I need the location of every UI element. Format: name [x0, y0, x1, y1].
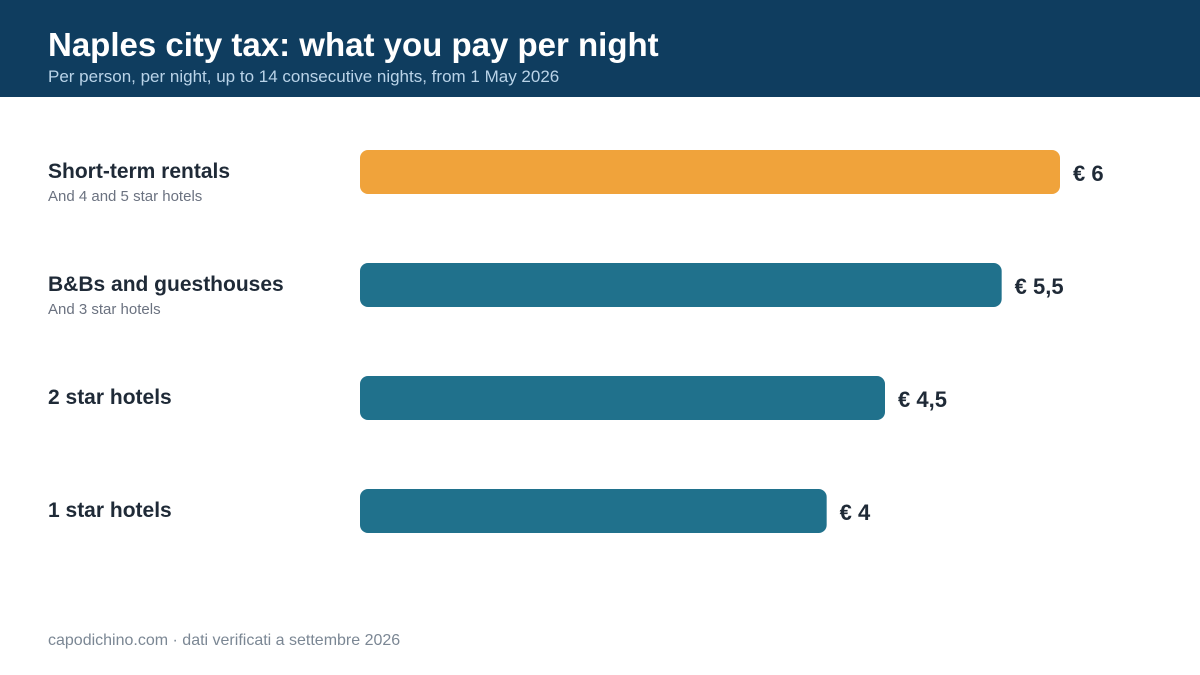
header-banner: Naples city tax: what you pay per night …	[0, 0, 1200, 97]
value-label-2: € 5,5	[1015, 274, 1064, 299]
bar-3	[360, 376, 885, 420]
category-label-3: 2 star hotels	[48, 386, 172, 409]
chart-title: Naples city tax: what you pay per night	[48, 26, 659, 63]
category-label-4: 1 star hotels	[48, 499, 172, 522]
category-label-2: B&Bs and guesthouses	[48, 273, 284, 296]
chart-subtitle: Per person, per night, up to 14 consecut…	[48, 67, 560, 86]
bar-4	[360, 489, 827, 533]
bar-1	[360, 150, 1060, 194]
value-label-3: € 4,5	[898, 387, 947, 412]
bar-2	[360, 263, 1002, 307]
value-label-1: € 6	[1073, 161, 1104, 186]
category-note-1: And 4 and 5 star hotels	[48, 188, 202, 205]
category-note-2: And 3 star hotels	[48, 301, 161, 318]
source-footer: capodichino.com · dati verificati a sett…	[48, 632, 401, 649]
value-label-4: € 4	[840, 500, 871, 525]
category-label-1: Short-term rentals	[48, 160, 230, 183]
